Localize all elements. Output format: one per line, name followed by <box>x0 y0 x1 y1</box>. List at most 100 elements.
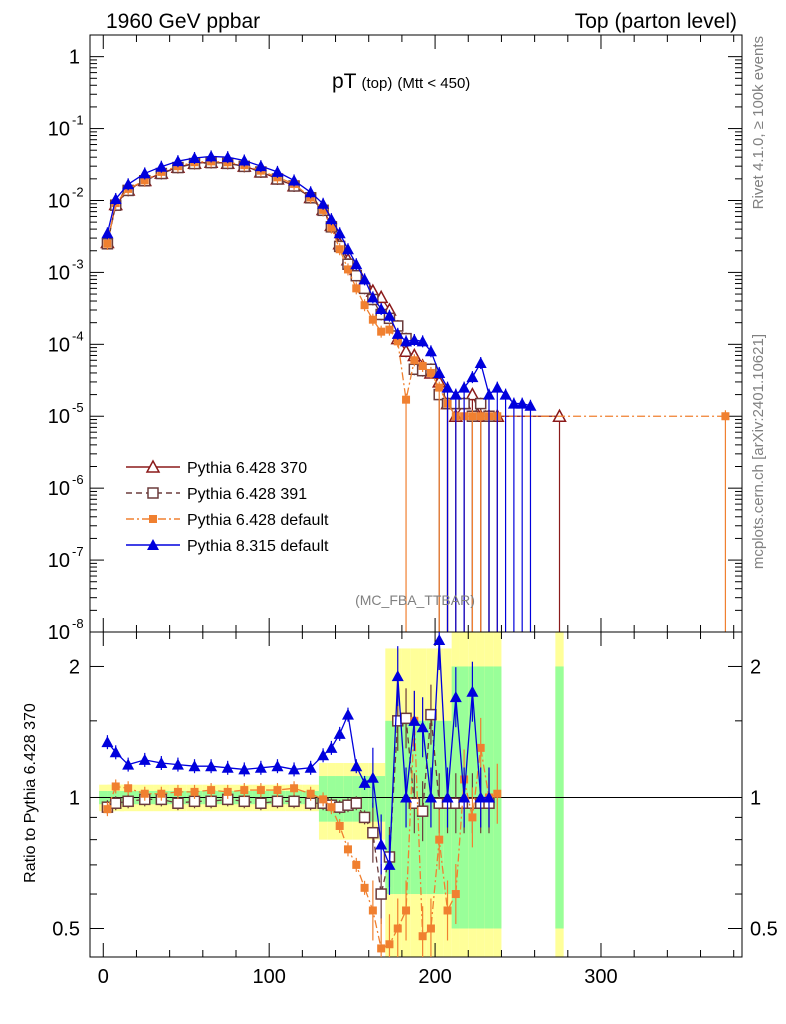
legend-label-p370: Pythia 6.428 370 <box>187 460 307 477</box>
data-point <box>360 883 369 892</box>
data-point <box>358 776 371 788</box>
data-point <box>449 388 462 400</box>
data-point <box>441 791 454 803</box>
data-point <box>304 761 317 773</box>
data-point <box>205 150 218 162</box>
y-tick-exponent: -1 <box>72 113 84 128</box>
data-point <box>516 397 529 409</box>
data-point <box>271 165 284 177</box>
data-point <box>366 771 379 783</box>
ratio-ylabel: Ratio to Pythia 6.428 370 <box>22 703 39 883</box>
data-point <box>350 760 363 772</box>
data-point <box>458 791 471 803</box>
data-point <box>493 789 502 798</box>
data-point <box>205 795 217 808</box>
mcplots-label: mcplots.cern.ch [arXiv:2401.10621] <box>750 334 767 569</box>
legend-marker-pdef <box>149 515 157 523</box>
data-point <box>306 789 315 798</box>
data-point <box>325 741 338 753</box>
y-tick-label: 10 <box>48 406 70 428</box>
ratio-y-tick-label-right: 2 <box>750 656 761 678</box>
data-point <box>368 315 377 324</box>
data-point <box>188 151 201 163</box>
y-tick-label: 10 <box>48 190 70 212</box>
data-point <box>341 708 354 720</box>
data-point <box>109 797 122 809</box>
data-point <box>254 761 267 773</box>
data-point <box>223 787 232 796</box>
data-point <box>443 906 452 915</box>
data-point <box>383 309 396 321</box>
data-point <box>256 786 265 795</box>
legend-label-p8: Pythia 8.315 default <box>187 538 329 555</box>
data-point <box>352 860 361 869</box>
data-point <box>352 284 361 293</box>
data-point <box>416 335 429 347</box>
data-point <box>140 176 149 185</box>
data-point <box>124 784 133 793</box>
data-point <box>426 924 435 933</box>
legend-item-p8: Pythia 8.315 default <box>126 538 329 555</box>
data-point <box>254 160 267 172</box>
data-point <box>393 924 402 933</box>
data-point <box>221 761 234 773</box>
data-point <box>317 197 330 209</box>
data-point <box>366 291 379 303</box>
data-point <box>474 397 487 410</box>
data-point <box>375 302 388 314</box>
data-point <box>173 787 182 796</box>
data-point <box>402 395 411 404</box>
data-point <box>319 205 328 214</box>
rivet-label: Rivet 4.1.0, ≥ 100k events <box>750 36 767 209</box>
legend-item-p391: Pythia 6.428 391 <box>126 486 307 503</box>
x-tick-label: 300 <box>584 966 617 988</box>
data-point <box>341 243 354 255</box>
data-point <box>138 753 151 765</box>
y-tick-label: 10 <box>48 334 70 356</box>
analysis-watermark: (MC_FBA_TTBAR) <box>355 592 475 608</box>
data-point <box>103 239 112 248</box>
data-point <box>466 371 479 383</box>
data-point <box>333 227 346 239</box>
ratio-series-2 <box>101 632 495 895</box>
data-point <box>333 727 346 739</box>
series-line <box>106 155 531 407</box>
data-point <box>155 757 168 769</box>
data-point <box>408 714 421 726</box>
data-point <box>468 813 477 822</box>
main-ticks: 110-110-210-310-410-510-610-710-8 <box>48 35 742 644</box>
main-panel: 110-110-210-310-410-510-610-710-8 pT (top… <box>48 34 743 644</box>
x-tick-label: 100 <box>252 966 285 988</box>
data-point <box>491 381 504 393</box>
data-point <box>101 227 114 239</box>
data-point <box>271 760 284 772</box>
data-point <box>402 906 411 915</box>
data-point <box>343 265 352 274</box>
data-point <box>109 192 122 204</box>
main-series <box>100 150 730 632</box>
mc-error-band-green <box>393 720 402 895</box>
data-point <box>288 763 301 775</box>
legend-item-p370: Pythia 6.428 370 <box>126 459 307 477</box>
plot-title: pT (top) (Mtt < 450) <box>332 70 470 93</box>
data-point <box>416 721 429 733</box>
data-point <box>441 381 454 393</box>
data-point <box>377 944 386 953</box>
legend-item-pdef: Pythia 6.428 default <box>126 512 329 529</box>
data-point <box>171 758 184 770</box>
data-point <box>451 890 460 899</box>
data-point <box>435 835 444 844</box>
data-point <box>358 273 371 285</box>
data-point <box>458 381 471 393</box>
y-tick-exponent: -5 <box>72 400 84 415</box>
data-point <box>375 888 387 900</box>
ratio-y-tick-label: 0.5 <box>52 918 80 940</box>
data-point <box>325 213 338 225</box>
ratio-y-tick-label: 1 <box>69 787 80 809</box>
data-point <box>476 412 485 421</box>
y-tick-label: 10 <box>48 119 70 141</box>
data-point <box>207 786 216 795</box>
data-point <box>449 691 462 703</box>
data-point <box>101 736 114 748</box>
